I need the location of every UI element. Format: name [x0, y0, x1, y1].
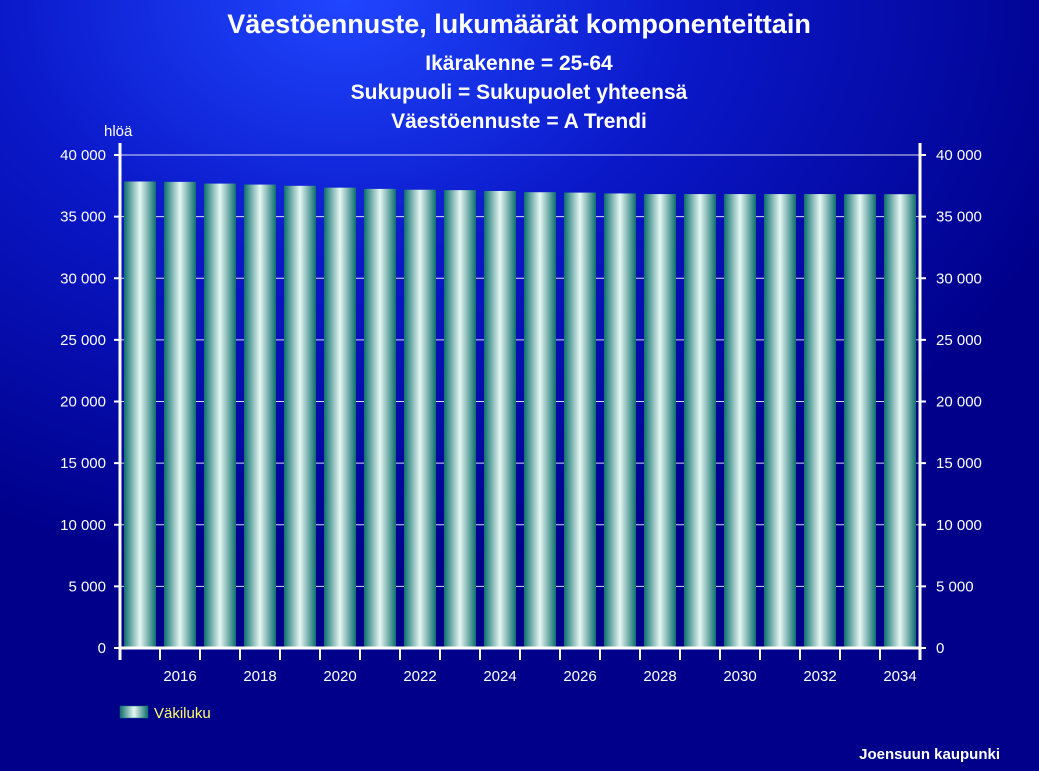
- bar: [444, 190, 476, 648]
- x-tick-label: 2030: [723, 668, 756, 685]
- y-tick-label-left: 40 000: [60, 147, 106, 164]
- y-tick-label-right: 30 000: [936, 270, 982, 287]
- y-tick-label-left: 5 000: [68, 578, 106, 595]
- bar: [684, 194, 716, 648]
- y-tick-label-right: 25 000: [936, 332, 982, 349]
- bar: [564, 192, 596, 648]
- y-tick-label-left: 30 000: [60, 270, 106, 287]
- chart-subtitle-sex: Sukupuoli = Sukupuolet yhteensä: [351, 81, 688, 104]
- bar: [324, 187, 356, 648]
- bar: [484, 190, 516, 648]
- y-tick-label-right: 5 000: [936, 578, 974, 595]
- chart-subtitle-forecast: Väestöennuste = A Trendi: [391, 110, 647, 133]
- y-tick-label-right: 40 000: [936, 147, 982, 164]
- bar: [724, 194, 756, 648]
- bar: [804, 194, 836, 648]
- chart-subtitle-age: Ikärakenne = 25-64: [425, 52, 613, 75]
- x-tick-label: 2024: [483, 668, 516, 685]
- bar: [124, 181, 156, 648]
- bar: [404, 189, 436, 648]
- x-tick-label: 2022: [403, 668, 436, 685]
- y-tick-label-left: 0: [98, 640, 106, 657]
- x-tick-label: 2026: [563, 668, 596, 685]
- y-tick-label-left: 35 000: [60, 209, 106, 226]
- legend-label: Väkiluku: [154, 705, 211, 722]
- bar: [524, 192, 556, 648]
- bar: [284, 185, 316, 648]
- x-tick-label: 2034: [883, 668, 916, 685]
- bar: [644, 194, 676, 648]
- bar: [764, 194, 796, 648]
- y-tick-label-left: 15 000: [60, 455, 106, 472]
- x-tick-label: 2028: [643, 668, 676, 685]
- x-tick-label: 2020: [323, 668, 356, 685]
- footer-credit: Joensuun kaupunki: [859, 746, 1000, 763]
- y-tick-label-right: 10 000: [936, 517, 982, 534]
- legend-swatch: [119, 705, 149, 719]
- y-axis-unit-label: hlöä: [104, 123, 133, 140]
- bars: [124, 181, 916, 649]
- chart-title: Väestöennuste, lukumäärät komponenteitta…: [227, 9, 811, 39]
- bar: [844, 194, 876, 649]
- bar: [604, 193, 636, 649]
- x-tick-label: 2032: [803, 668, 836, 685]
- axes: [114, 143, 926, 660]
- x-tick-label: 2018: [243, 668, 276, 685]
- y-tick-label-left: 25 000: [60, 332, 106, 349]
- bar: [244, 184, 276, 648]
- bar: [364, 188, 396, 649]
- bar: [164, 181, 196, 648]
- bar: [204, 183, 236, 648]
- y-tick-label-left: 20 000: [60, 394, 106, 411]
- y-tick-label-right: 15 000: [936, 455, 982, 472]
- y-tick-label-right: 0: [936, 640, 944, 657]
- y-tick-label-right: 35 000: [936, 209, 982, 226]
- left-y-tick-labels: 0 5 000 10 000 15 000 20 000 25 000 30 000 35 0…: [60, 147, 106, 657]
- x-tick-labels: 2016 2018 2020 2022 2024 2026 2028 2030 2032 2034: [163, 668, 916, 685]
- y-tick-label-left: 10 000: [60, 517, 106, 534]
- bar: [884, 194, 916, 649]
- right-y-tick-labels: 0 5 000 10 000 15 000 20 000 25 000 30 000 35 0…: [936, 147, 982, 657]
- legend: Väkiluku: [119, 705, 211, 722]
- x-tick-label: 2016: [163, 668, 196, 685]
- y-tick-label-right: 20 000: [936, 394, 982, 411]
